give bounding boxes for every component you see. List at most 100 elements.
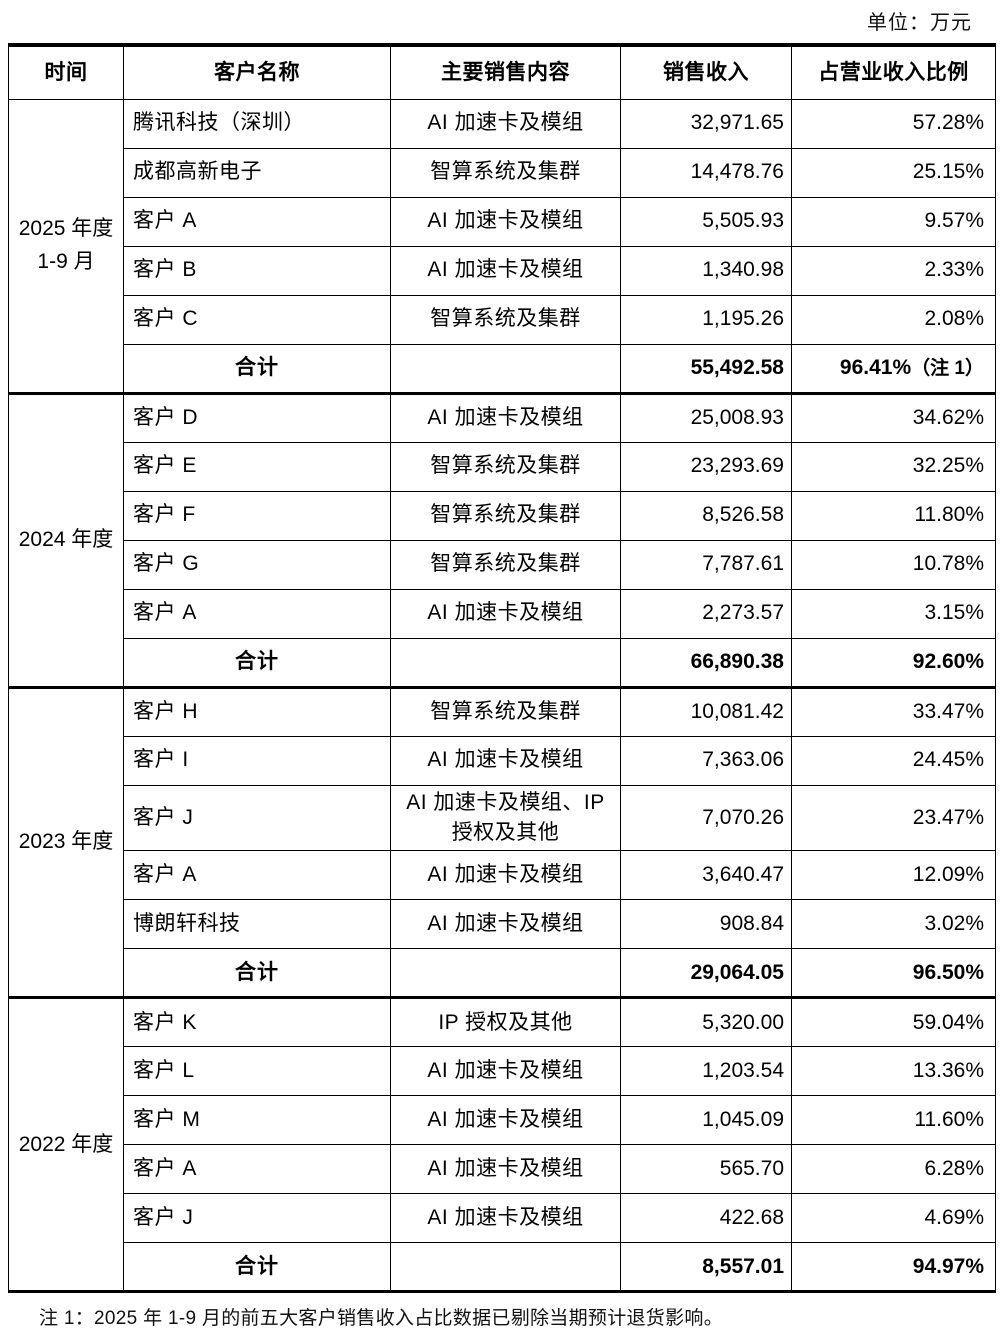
- revenue-cell: 2,273.57: [620, 588, 792, 639]
- content-cell: 智算系统及集群: [390, 147, 621, 198]
- total-ratio-cell: 96.41%（注 1）: [791, 343, 996, 395]
- time-cell: 2022 年度: [8, 997, 124, 1294]
- column-header: 时间: [8, 44, 124, 100]
- total-label-cell: 合计: [123, 343, 391, 395]
- time-cell: 2024 年度: [8, 392, 124, 689]
- content-cell: AI 加速卡及模组: [390, 735, 621, 786]
- ratio-cell: 11.80%: [791, 490, 996, 541]
- period-line: 2024 年度: [18, 527, 114, 551]
- table-row: 2025 年度 1-9 月腾讯科技（深圳） AI 加速卡及模组 32,971.65 57…: [8, 98, 996, 395]
- content-cell: AI 加速卡及模组: [390, 899, 621, 950]
- ratio-cell: 10.78%: [791, 539, 996, 590]
- total-ratio-cell: 94.97%: [791, 1242, 996, 1294]
- ratio-cell: 33.47%: [791, 686, 996, 737]
- table-row: 2024 年度 客户 D AI 加速卡及模组 25,008.93 34.62%: [8, 392, 996, 689]
- ratio-cell: 2.08%: [791, 294, 996, 345]
- revenue-cell: 7,070.26: [620, 784, 792, 852]
- ratio-cell: 3.02%: [791, 899, 996, 950]
- revenue-cell: 1,195.26: [620, 294, 792, 345]
- period-line: 2023 年度: [18, 830, 114, 854]
- content-cell: 智算系统及集群: [390, 490, 621, 541]
- total-revenue-cell: 66,890.38: [620, 637, 792, 689]
- content-cell: AI 加速卡及模组: [390, 1144, 621, 1195]
- content-cell: AI 加速卡及模组: [390, 196, 621, 247]
- ratio-cell: 4.69%: [791, 1193, 996, 1244]
- customer-cell: 腾讯科技（深圳）: [123, 98, 391, 149]
- content-cell: AI 加速卡及模组: [390, 245, 621, 296]
- customer-cell: 客户 A: [123, 1144, 391, 1195]
- header-row: 时间 客户名称 主要销售内容 销售收入 占营业收入比例: [8, 44, 996, 100]
- column-header: 主要销售内容: [390, 44, 621, 100]
- ratio-cell: 3.15%: [791, 588, 996, 639]
- table-row: 客户 E 智算系统及集群 23,293.69 32.25%: [9, 441, 996, 492]
- period-line: 1-9 月: [37, 249, 95, 273]
- ratio-cell: 9.57%: [791, 196, 996, 247]
- revenue-cell: 7,363.06: [620, 735, 792, 786]
- revenue-cell: 8,526.58: [620, 490, 792, 541]
- revenue-cell: 1,045.09: [620, 1095, 792, 1146]
- period-line: 2025 年度: [18, 216, 114, 240]
- total-label-cell: 合计: [123, 1242, 391, 1294]
- table-row: 客户 A AI 加速卡及模组 565.70 6.28%: [9, 1144, 996, 1195]
- table-row: 客户 M AI 加速卡及模组 1,045.09 11.60%: [9, 1095, 996, 1146]
- revenue-cell: 1,340.98: [620, 245, 792, 296]
- total-ratio-cell: 92.60%: [791, 637, 996, 689]
- total-row: 合计 29,064.05 96.50%: [9, 948, 996, 1000]
- revenue-cell: 3,640.47: [620, 850, 792, 901]
- customer-cell: 客户 G: [123, 539, 391, 590]
- content-cell: [390, 948, 621, 1000]
- table-row: 客户 A AI 加速卡及模组 5,505.93 9.57%: [9, 196, 996, 247]
- total-row: 合计 8,557.01 94.97%: [9, 1242, 996, 1294]
- content-cell: 智算系统及集群: [390, 686, 621, 737]
- top-customers-table: 时间 客户名称 主要销售内容 销售收入 占营业收入比例 2025 年度 1-9 月 腾讯科技…: [8, 43, 996, 1294]
- total-ratio-cell: 96.50%: [791, 948, 996, 1000]
- ratio-cell: 2.33%: [791, 245, 996, 296]
- total-revenue-cell: 8,557.01: [620, 1242, 792, 1294]
- content-cell: IP 授权及其他: [390, 997, 621, 1048]
- ratio-cell: 34.62%: [791, 392, 996, 443]
- total-row: 合计 66,890.38 92.60%: [9, 637, 996, 689]
- content-cell: [390, 637, 621, 689]
- customer-cell: 客户 L: [123, 1046, 391, 1097]
- table-row: 客户 L AI 加速卡及模组 1,203.54 13.36%: [9, 1046, 996, 1097]
- column-header: 客户名称: [123, 44, 391, 100]
- customer-cell: 客户 J: [123, 784, 391, 852]
- revenue-cell: 5,320.00: [620, 997, 792, 1048]
- total-label-cell: 合计: [123, 948, 391, 1000]
- table-row: 成都高新电子 智算系统及集群 14,478.76 25.15%: [9, 147, 996, 198]
- customer-cell: 客户 H: [123, 686, 391, 737]
- time-cell: 2023 年度: [8, 686, 124, 1000]
- table-row: 客户 F 智算系统及集群 8,526.58 11.80%: [9, 490, 996, 541]
- ratio-cell: 32.25%: [791, 441, 996, 492]
- revenue-cell: 10,081.42: [620, 686, 792, 737]
- customer-cell: 客户 A: [123, 588, 391, 639]
- table-row: 客户 B AI 加速卡及模组 1,340.98 2.33%: [9, 245, 996, 296]
- content-cell: AI 加速卡及模组、IP 授权及其他: [390, 784, 621, 852]
- table-row: 客户 A AI 加速卡及模组 2,273.57 3.15%: [9, 588, 996, 639]
- column-header: 占营业收入比例: [791, 44, 996, 100]
- customer-cell: 成都高新电子: [123, 147, 391, 198]
- ratio-cell: 6.28%: [791, 1144, 996, 1195]
- table-row: 客户 J AI 加速卡及模组 422.68 4.69%: [9, 1193, 996, 1244]
- customer-cell: 客户 K: [123, 997, 391, 1048]
- ratio-cell: 12.09%: [791, 850, 996, 901]
- unit-label: 单位：万元: [867, 12, 972, 34]
- table-body: 2025 年度 1-9 月腾讯科技（深圳） AI 加速卡及模组 32,971.65 57…: [8, 98, 996, 1294]
- customer-cell: 客户 F: [123, 490, 391, 541]
- revenue-cell: 7,787.61: [620, 539, 792, 590]
- revenue-cell: 565.70: [620, 1144, 792, 1195]
- table-row: 2022 年度 客户 K IP 授权及其他 5,320.00 59.04%: [8, 997, 996, 1294]
- content-cell: AI 加速卡及模组: [390, 850, 621, 901]
- revenue-cell: 23,293.69: [620, 441, 792, 492]
- table-row: 客户 A AI 加速卡及模组 3,640.47 12.09%: [9, 850, 996, 901]
- content-cell: [390, 343, 621, 395]
- customer-cell: 客户 A: [123, 196, 391, 247]
- customer-cell: 博朗轩科技: [123, 899, 391, 950]
- ratio-cell: 57.28%: [791, 98, 996, 149]
- ratio-cell: 24.45%: [791, 735, 996, 786]
- total-label-cell: 合计: [123, 637, 391, 689]
- revenue-cell: 1,203.54: [620, 1046, 792, 1097]
- content-cell: AI 加速卡及模组: [390, 1193, 621, 1244]
- customer-cell: 客户 I: [123, 735, 391, 786]
- content-cell: 智算系统及集群: [390, 441, 621, 492]
